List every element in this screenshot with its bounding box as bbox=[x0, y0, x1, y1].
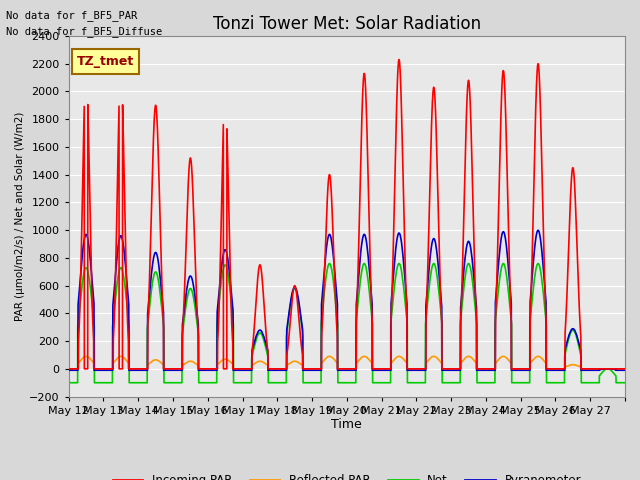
Pyranometer bbox=[84, 238, 92, 243]
Net bbox=[489, 380, 497, 385]
Reflected PAR bbox=[279, 366, 287, 372]
Reflected PAR bbox=[84, 354, 92, 360]
Y-axis label: PAR (μmol/m2/s) / Net and Solar (W/m2): PAR (μmol/m2/s) / Net and Solar (W/m2) bbox=[15, 111, 25, 321]
Line: Reflected PAR: Reflected PAR bbox=[68, 356, 625, 369]
Reflected PAR bbox=[83, 353, 90, 359]
Incoming PAR bbox=[489, 366, 497, 372]
Pyranometer bbox=[534, 228, 541, 233]
Text: No data for f_BF5_Diffuse: No data for f_BF5_Diffuse bbox=[6, 26, 163, 37]
Net bbox=[404, 380, 412, 385]
Line: Net: Net bbox=[68, 264, 625, 383]
Reflected PAR bbox=[489, 366, 497, 372]
Incoming PAR bbox=[84, 111, 92, 117]
Text: No data for f_BF5_PAR: No data for f_BF5_PAR bbox=[6, 10, 138, 21]
Net bbox=[389, 299, 397, 304]
Reflected PAR bbox=[389, 358, 397, 364]
Net bbox=[278, 380, 286, 385]
Incoming PAR bbox=[389, 263, 397, 269]
Incoming PAR bbox=[278, 366, 286, 372]
Line: Incoming PAR: Incoming PAR bbox=[68, 60, 625, 369]
Incoming PAR bbox=[404, 366, 412, 372]
Reflected PAR bbox=[65, 366, 72, 372]
Incoming PAR bbox=[65, 366, 72, 372]
Pyranometer bbox=[65, 367, 72, 373]
Net bbox=[621, 380, 629, 385]
Legend: Incoming PAR, Reflected PAR, Net, Pyranometer: Incoming PAR, Reflected PAR, Net, Pyrano… bbox=[108, 469, 586, 480]
Pyranometer bbox=[404, 367, 412, 373]
Pyranometer bbox=[389, 279, 397, 285]
Text: TZ_tmet: TZ_tmet bbox=[77, 55, 134, 68]
Reflected PAR bbox=[404, 366, 412, 372]
Pyranometer bbox=[278, 367, 286, 373]
Reflected PAR bbox=[326, 354, 334, 360]
Pyranometer bbox=[621, 367, 629, 373]
Pyranometer bbox=[489, 367, 497, 373]
Pyranometer bbox=[326, 232, 334, 238]
Title: Tonzi Tower Met: Solar Radiation: Tonzi Tower Met: Solar Radiation bbox=[212, 15, 481, 33]
Net bbox=[84, 269, 92, 275]
Incoming PAR bbox=[326, 175, 334, 180]
Line: Pyranometer: Pyranometer bbox=[68, 230, 625, 370]
X-axis label: Time: Time bbox=[332, 419, 362, 432]
Net bbox=[326, 262, 334, 267]
Incoming PAR bbox=[621, 366, 629, 372]
Reflected PAR bbox=[621, 366, 629, 372]
Net bbox=[325, 261, 333, 266]
Incoming PAR bbox=[395, 57, 403, 62]
Net bbox=[65, 380, 72, 385]
